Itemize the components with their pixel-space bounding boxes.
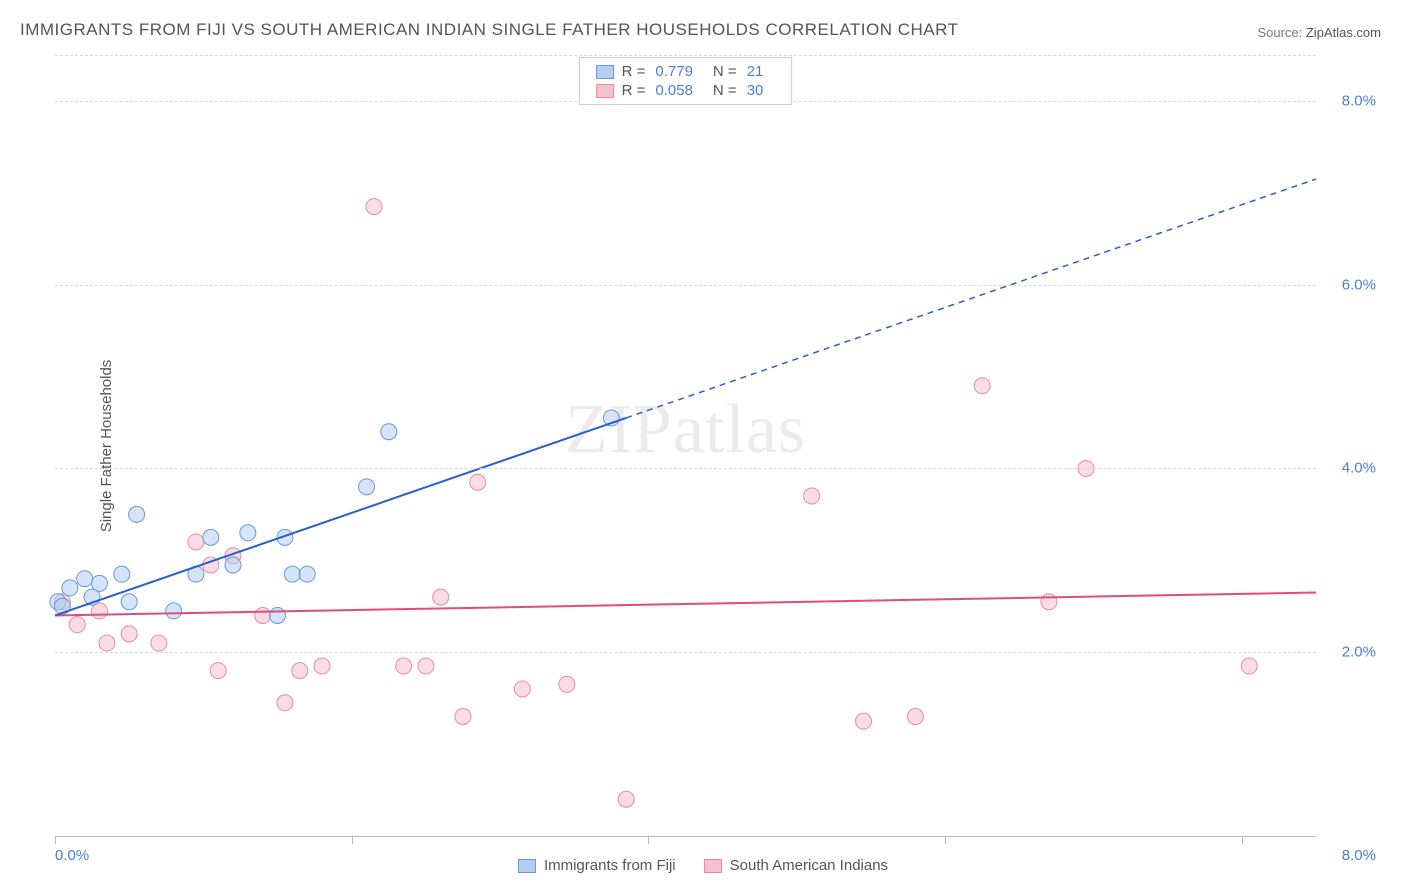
- data-point: [188, 534, 204, 550]
- x-tick: [352, 836, 353, 844]
- source-attribution: Source: ZipAtlas.com: [1257, 25, 1381, 40]
- data-point: [114, 566, 130, 582]
- data-point: [618, 791, 634, 807]
- data-point: [240, 525, 256, 541]
- swatch-series-1: [596, 65, 614, 79]
- legend-item-series-2: South American Indians: [704, 857, 888, 874]
- gridline: [55, 55, 1316, 56]
- gridline: [55, 652, 1316, 653]
- plot-svg: [55, 55, 1316, 836]
- trend-line-series-1-extrapolated: [626, 179, 1316, 418]
- x-tick: [1242, 836, 1243, 844]
- x-tick: [945, 836, 946, 844]
- chart-title: IMMIGRANTS FROM FIJI VS SOUTH AMERICAN I…: [20, 20, 958, 40]
- data-point: [314, 658, 330, 674]
- x-axis-min-label: 0.0%: [55, 847, 89, 864]
- data-point: [69, 617, 85, 633]
- x-tick: [648, 836, 649, 844]
- source-value: ZipAtlas.com: [1306, 25, 1381, 40]
- series-2-name: South American Indians: [730, 857, 888, 874]
- plot-area: ZIPatlas R = 0.779 N = 21 R = 0.058 N = …: [55, 55, 1316, 837]
- chart-container: Single Father Households ZIPatlas R = 0.…: [55, 55, 1386, 837]
- correlation-legend-box: R = 0.779 N = 21 R = 0.058 N = 30: [579, 57, 793, 105]
- data-point: [470, 474, 486, 490]
- data-point: [225, 557, 241, 573]
- data-point: [907, 709, 923, 725]
- data-point: [299, 566, 315, 582]
- legend-row-series-1: R = 0.779 N = 21: [596, 62, 776, 81]
- data-point: [77, 571, 93, 587]
- n-label: N =: [713, 63, 737, 80]
- data-point: [359, 479, 375, 495]
- r-value-2: 0.058: [655, 82, 693, 99]
- gridline: [55, 285, 1316, 286]
- data-point: [514, 681, 530, 697]
- n-value-2: 30: [747, 82, 764, 99]
- data-point: [151, 635, 167, 651]
- y-tick-label: 6.0%: [1342, 276, 1376, 293]
- y-tick-label: 8.0%: [1342, 92, 1376, 109]
- data-point: [277, 695, 293, 711]
- data-point: [455, 709, 471, 725]
- y-tick-label: 4.0%: [1342, 460, 1376, 477]
- data-point: [856, 713, 872, 729]
- swatch-series-1: [518, 859, 536, 873]
- n-label: N =: [713, 82, 737, 99]
- data-point: [255, 607, 271, 623]
- data-point: [99, 635, 115, 651]
- source-label: Source:: [1257, 25, 1305, 40]
- data-point: [129, 506, 145, 522]
- x-axis-max-label: 8.0%: [1342, 847, 1376, 864]
- data-point: [292, 663, 308, 679]
- swatch-series-2: [704, 859, 722, 873]
- x-tick: [55, 836, 56, 844]
- data-point: [559, 676, 575, 692]
- data-point: [1241, 658, 1257, 674]
- r-label: R =: [622, 82, 646, 99]
- data-point: [270, 607, 286, 623]
- data-point: [366, 199, 382, 215]
- data-point: [804, 488, 820, 504]
- r-value-1: 0.779: [655, 63, 693, 80]
- data-point: [203, 529, 219, 545]
- data-point: [166, 603, 182, 619]
- data-point: [1041, 594, 1057, 610]
- data-point: [396, 658, 412, 674]
- series-legend: Immigrants from Fiji South American Indi…: [518, 857, 888, 874]
- data-point: [62, 580, 78, 596]
- data-point: [418, 658, 434, 674]
- legend-row-series-2: R = 0.058 N = 30: [596, 81, 776, 100]
- trend-line-series-2: [55, 593, 1316, 616]
- y-tick-label: 2.0%: [1342, 644, 1376, 661]
- data-point: [284, 566, 300, 582]
- data-point: [210, 663, 226, 679]
- legend-item-series-1: Immigrants from Fiji: [518, 857, 676, 874]
- n-value-1: 21: [747, 63, 764, 80]
- data-point: [433, 589, 449, 605]
- data-point: [974, 378, 990, 394]
- r-label: R =: [622, 63, 646, 80]
- data-point: [121, 594, 137, 610]
- gridline: [55, 468, 1316, 469]
- series-1-name: Immigrants from Fiji: [544, 857, 676, 874]
- data-point: [381, 424, 397, 440]
- swatch-series-2: [596, 84, 614, 98]
- data-point: [92, 575, 108, 591]
- data-point: [121, 626, 137, 642]
